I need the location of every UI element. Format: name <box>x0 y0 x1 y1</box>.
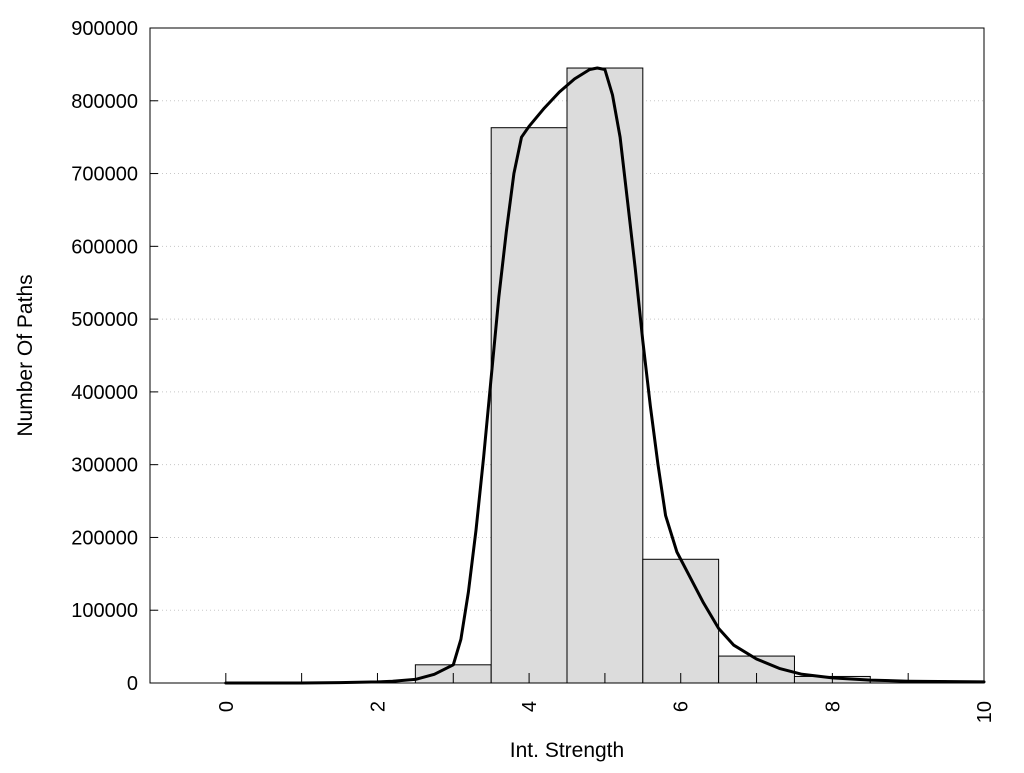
x-axis-title: Int. Strength <box>510 739 624 762</box>
x-tick-labels: 0 2 4 6 8 10 <box>216 701 996 723</box>
axis-ticks <box>150 27 985 684</box>
x-tick-label: 10 <box>974 701 996 723</box>
y-tick-label: 600000 <box>71 236 138 258</box>
y-tick-label: 100000 <box>71 600 138 622</box>
y-tick-label: 0 <box>127 673 138 695</box>
x-tick-label: 0 <box>216 701 238 712</box>
y-tick-label: 700000 <box>71 164 138 186</box>
y-tick-label: 400000 <box>71 382 138 404</box>
y-tick-label: 200000 <box>71 527 138 549</box>
y-tick-label: 500000 <box>71 309 138 331</box>
y-tick-label: 900000 <box>71 18 138 40</box>
y-axis-title: Number Of Paths <box>14 274 37 436</box>
x-tick-label: 8 <box>822 701 844 712</box>
x-tick-label: 2 <box>367 701 389 712</box>
histogram-bar <box>490 127 568 684</box>
x-tick-label: 4 <box>519 701 541 712</box>
fit-curve-layer <box>224 66 986 685</box>
y-tick-label: 300000 <box>71 455 138 477</box>
histogram-bars <box>414 67 947 684</box>
plot-frame <box>149 27 985 684</box>
histogram-bar <box>642 558 720 684</box>
x-tick-label: 6 <box>671 701 693 712</box>
histogram-bar <box>566 67 644 684</box>
y-tick-label: 800000 <box>71 91 138 113</box>
y-tick-labels: 0 100000 200000 300000 400000 500000 600000 700… <box>71 18 138 695</box>
fit-curve <box>224 66 986 685</box>
